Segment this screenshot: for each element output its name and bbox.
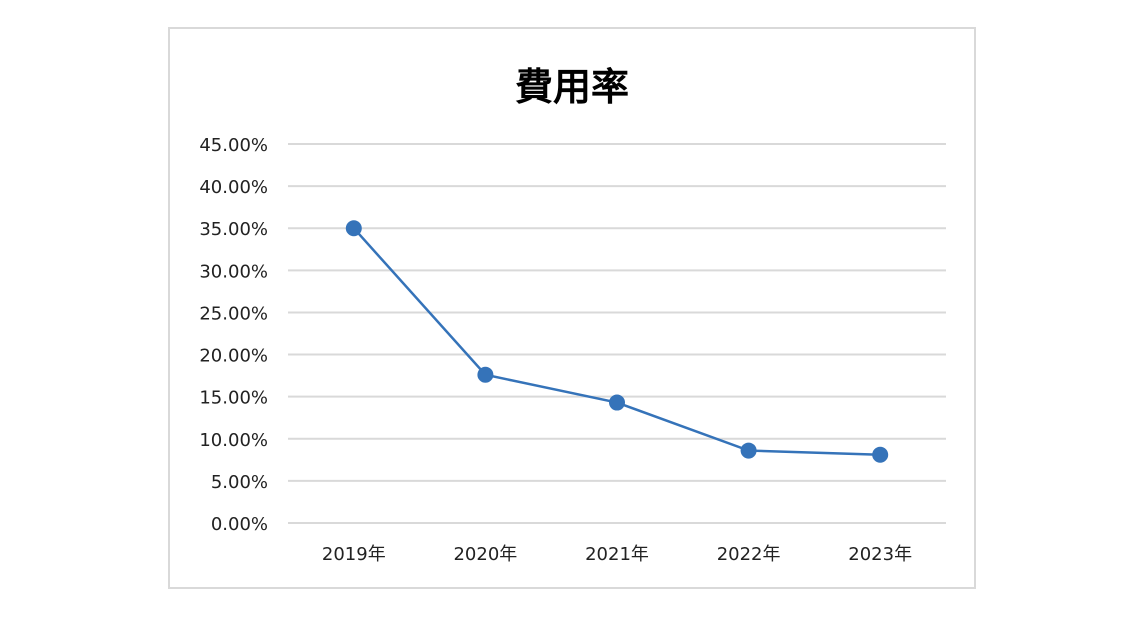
y-tick-label: 35.00% (199, 219, 268, 240)
data-point (345, 220, 362, 237)
x-tick-label: 2022年 (717, 544, 781, 565)
series-line (352, 227, 881, 457)
data-point (740, 442, 757, 459)
chart-frame: 費用率 (168, 27, 976, 589)
y-tick-label: 15.00% (199, 388, 268, 409)
x-axis-ticks: 2019年 2020年 2021年 2022年 2023年 (322, 544, 912, 565)
y-tick-label: 25.00% (199, 303, 268, 324)
y-tick-label: 40.00% (199, 177, 268, 198)
y-tick-label: 0.00% (211, 514, 268, 535)
series-layer (345, 220, 889, 463)
data-point (872, 446, 889, 463)
y-tick-label: 20.00% (199, 346, 268, 367)
x-tick-label: 2019年 (322, 544, 386, 565)
data-point (477, 366, 494, 383)
x-tick-label: 2023年 (848, 544, 912, 565)
y-tick-label: 45.00% (199, 135, 268, 156)
x-tick-label: 2021年 (585, 544, 649, 565)
data-point (609, 394, 625, 411)
y-axis-ticks: 0.00% 5.00% 10.00% 15.00% 20.00% 25.00% 30.00%… (199, 135, 268, 535)
y-tick-label: 5.00% (211, 472, 268, 493)
x-tick-label: 2020年 (453, 544, 517, 565)
y-tick-label: 30.00% (199, 261, 268, 282)
grid-layer (288, 143, 946, 524)
y-tick-label: 10.00% (199, 430, 268, 451)
chart-title: 費用率 (514, 65, 629, 109)
